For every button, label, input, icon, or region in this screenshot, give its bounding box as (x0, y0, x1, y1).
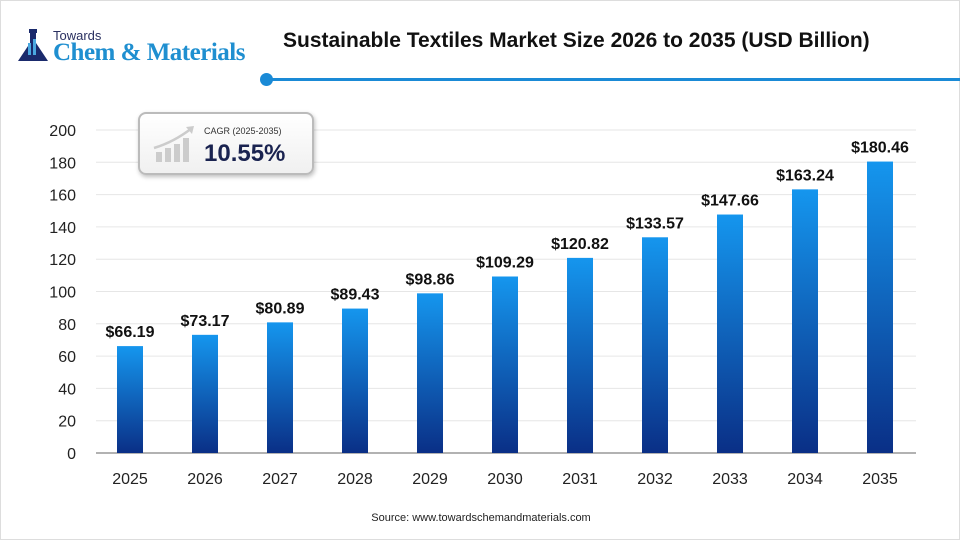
x-tick-label: 2032 (637, 471, 673, 488)
x-tick-label: 2026 (187, 471, 223, 488)
data-label: $80.89 (256, 300, 305, 317)
bar-2033 (717, 214, 743, 453)
cagr-label: CAGR (2025-2035) (204, 126, 282, 136)
y-tick-label: 60 (58, 349, 76, 366)
bar-2032 (642, 237, 668, 453)
data-label: $120.82 (551, 236, 609, 253)
flask-icon (18, 29, 48, 61)
y-tick-label: 200 (49, 123, 76, 140)
title-underline (266, 78, 960, 81)
source-note: Source: www.towardschemandmaterials.com (371, 512, 591, 524)
x-tick-label: 2027 (262, 471, 298, 488)
logo: Towards Chem & Materials (17, 27, 257, 67)
bar-2026 (192, 334, 218, 453)
x-tick-label: 2033 (712, 471, 748, 488)
cagr-box: CAGR (2025-2035) 10.55% (138, 112, 314, 175)
x-tick-label: 2025 (112, 471, 148, 488)
data-label: $133.57 (626, 215, 684, 232)
bar-2031 (567, 257, 593, 453)
logo-line2: Chem & Materials (53, 39, 245, 66)
y-tick-label: 0 (67, 446, 76, 463)
bar-2034 (792, 189, 818, 453)
bar-2025 (117, 346, 143, 453)
y-tick-label: 160 (49, 188, 76, 205)
bar-2029 (417, 293, 443, 453)
x-tick-label: 2031 (562, 471, 598, 488)
y-tick-label: 140 (49, 220, 76, 237)
bar-2028 (342, 308, 368, 453)
logo-line1: Towards (53, 28, 102, 43)
y-tick-label: 40 (58, 381, 76, 398)
data-label: $163.24 (776, 167, 834, 184)
data-label: $98.86 (406, 271, 455, 288)
bar-2027 (267, 322, 293, 453)
y-tick-label: 80 (58, 317, 76, 334)
x-tick-label: 2028 (337, 471, 373, 488)
data-label: $147.66 (701, 193, 759, 210)
data-label: $180.46 (851, 140, 909, 157)
bar-2030 (492, 276, 518, 453)
x-tick-label: 2034 (787, 471, 823, 488)
y-tick-label: 20 (58, 414, 76, 431)
bar-2035 (867, 161, 893, 453)
data-label: $89.43 (331, 287, 380, 304)
cagr-value: 10.55% (204, 140, 286, 167)
data-label: $73.17 (181, 313, 230, 330)
data-label: $66.19 (106, 324, 155, 341)
x-tick-label: 2029 (412, 471, 448, 488)
y-tick-label: 100 (49, 285, 76, 302)
x-tick-label: 2035 (862, 471, 898, 488)
chart-title: Sustainable Textiles Market Size 2026 to… (283, 29, 870, 52)
y-tick-label: 180 (49, 155, 76, 172)
data-label: $109.29 (476, 254, 534, 271)
y-tick-label: 120 (49, 252, 76, 269)
growth-chart-icon (153, 126, 194, 162)
x-tick-label: 2030 (487, 471, 523, 488)
